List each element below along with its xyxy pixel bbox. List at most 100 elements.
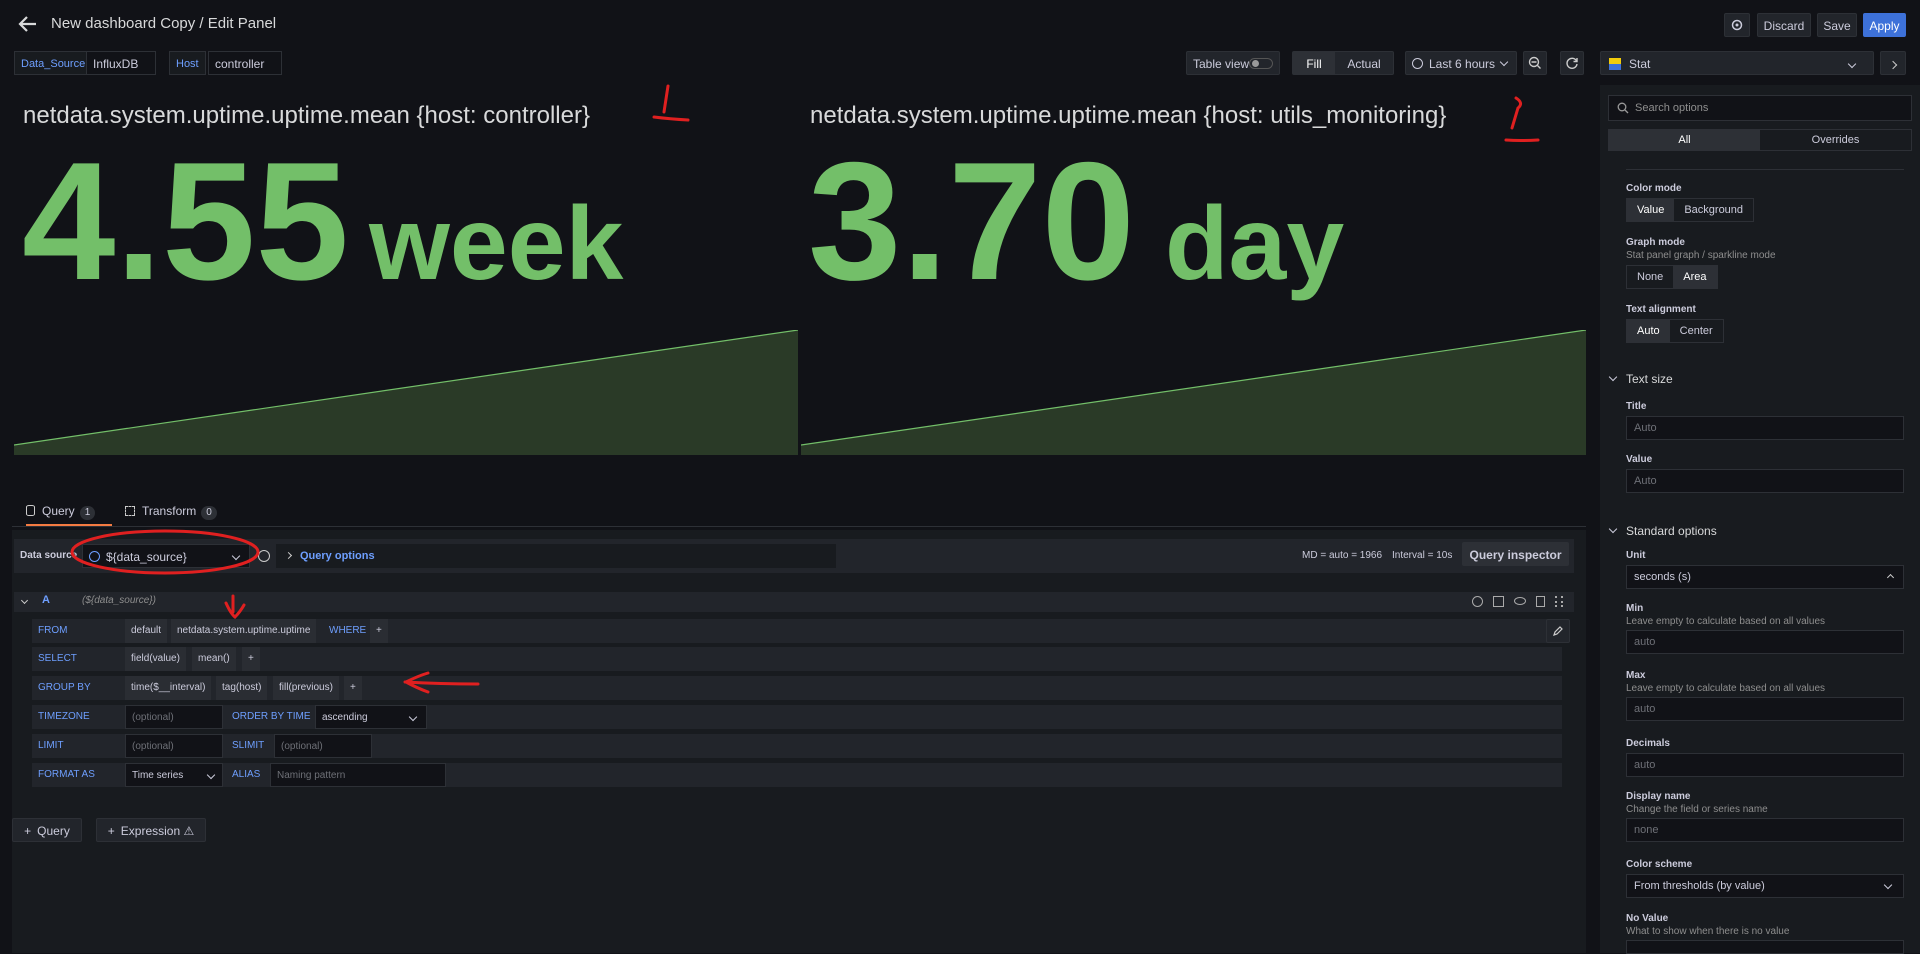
tab-transform[interactable]: Transform 0: [125, 500, 217, 526]
toggle-switch[interactable]: [1249, 58, 1273, 69]
groupby-add-button[interactable]: +: [344, 676, 362, 700]
chevron-down-icon: [1883, 880, 1893, 890]
visualization-picker[interactable]: Stat: [1600, 51, 1874, 75]
tab-all[interactable]: All: [1609, 130, 1760, 150]
color-scheme-select[interactable]: From thresholds (by value): [1626, 874, 1904, 898]
fill-option[interactable]: Fill: [1293, 52, 1335, 74]
chevron-down-icon: [1499, 57, 1509, 67]
save-button[interactable]: Save: [1817, 13, 1857, 37]
transform-count-badge: 0: [201, 506, 217, 520]
query-ref-id[interactable]: A: [42, 594, 50, 606]
format-select[interactable]: Time series: [125, 763, 223, 787]
graph-mode-none-option[interactable]: None: [1637, 271, 1664, 283]
alias-label: ALIAS: [226, 763, 267, 787]
no-value-label: No Value: [1626, 913, 1669, 924]
groupby-fill[interactable]: fill(previous): [273, 676, 339, 700]
help-icon[interactable]: [258, 550, 270, 562]
chevron-down-icon[interactable]: [1608, 372, 1618, 382]
value-size-label: Value: [1626, 454, 1653, 465]
query-inspector-button[interactable]: Query inspector: [1462, 542, 1569, 566]
chevron-right-icon: [1888, 60, 1898, 70]
select-function[interactable]: mean(): [192, 647, 236, 671]
value-size-input[interactable]: Auto: [1626, 469, 1904, 493]
text-align-auto-option[interactable]: Auto: [1627, 320, 1670, 342]
add-expression-button[interactable]: + Expression ⚠: [96, 818, 206, 842]
actual-option[interactable]: Actual: [1347, 57, 1381, 71]
datasource-variable-select[interactable]: InfluxDB: [86, 51, 156, 91]
fill-actual-group: Fill Actual: [1292, 51, 1394, 75]
alias-input[interactable]: Naming pattern: [270, 763, 446, 787]
decimals-input[interactable]: auto: [1626, 753, 1904, 777]
datasource-picker-value: ${data_source}: [106, 550, 187, 564]
timezone-input[interactable]: (optional): [125, 705, 223, 729]
drag-handle-icon[interactable]: [1555, 596, 1563, 607]
search-options-input[interactable]: Search options: [1608, 95, 1912, 121]
no-value-input[interactable]: [1626, 940, 1904, 954]
select-field[interactable]: field(value): [125, 647, 186, 671]
plus-icon: +: [24, 824, 32, 838]
eye-icon[interactable]: [1514, 597, 1526, 605]
chevron-right-icon: [284, 551, 293, 560]
table-view-label: Table view: [1193, 57, 1250, 71]
datasource-variable-value: InfluxDB: [93, 57, 139, 71]
text-alignment-radio: Auto Center: [1626, 319, 1724, 343]
time-range-picker[interactable]: Last 6 hours: [1405, 51, 1517, 75]
unit-value: seconds (s): [1634, 571, 1691, 583]
sparkline-utils: [801, 330, 1586, 455]
limit-input[interactable]: (optional): [125, 734, 223, 758]
slimit-label: SLIMIT: [226, 734, 271, 758]
color-mode-background-option[interactable]: Background: [1684, 204, 1744, 216]
time-range-value: Last 6 hours: [1429, 57, 1496, 71]
color-mode-value-option[interactable]: Value: [1627, 199, 1675, 221]
host-variable-select[interactable]: controller: [208, 51, 282, 91]
where-label: WHERE: [323, 619, 373, 643]
groupby-time[interactable]: time($__interval): [125, 676, 212, 700]
select-add-button[interactable]: +: [242, 647, 260, 671]
help-icon[interactable]: [1472, 596, 1483, 607]
where-add-button[interactable]: +: [370, 619, 388, 643]
stat-title-utils: netdata.system.uptime.uptime.mean {host:…: [810, 102, 1447, 129]
datasource-picker[interactable]: ${data_source}: [82, 544, 250, 568]
zoom-out-button[interactable]: [1523, 51, 1547, 75]
unit-select[interactable]: seconds (s): [1626, 565, 1904, 589]
orderby-select[interactable]: ascending: [315, 705, 427, 729]
query-editor: Data source ${data_source} Query options…: [12, 530, 1586, 953]
tab-overrides[interactable]: Overrides: [1811, 134, 1860, 146]
max-input[interactable]: auto: [1626, 697, 1904, 721]
tab-query[interactable]: Query 1: [26, 500, 112, 526]
apply-button[interactable]: Apply: [1863, 13, 1906, 37]
trash-icon[interactable]: [1536, 596, 1545, 607]
max-label: Max: [1626, 670, 1646, 681]
query-options-bar[interactable]: Query options: [276, 544, 836, 568]
from-measurement[interactable]: netdata.system.uptime.uptime: [171, 619, 317, 643]
min-input[interactable]: auto: [1626, 630, 1904, 654]
display-name-input[interactable]: none: [1626, 818, 1904, 842]
graph-mode-area-option[interactable]: Area: [1673, 266, 1717, 288]
chevron-down-icon: [231, 551, 241, 561]
slimit-input[interactable]: (optional): [274, 734, 372, 758]
collapse-options-button[interactable]: [1880, 51, 1906, 75]
settings-button[interactable]: [1724, 13, 1750, 37]
chevron-down-icon[interactable]: [1608, 524, 1618, 534]
decimals-label: Decimals: [1626, 738, 1670, 749]
table-view-toggle[interactable]: Table view: [1186, 51, 1280, 75]
refresh-button[interactable]: [1560, 51, 1584, 75]
duplicate-icon[interactable]: [1493, 596, 1504, 607]
query-options-label: Query options: [300, 550, 375, 562]
chevron-down-icon: [206, 770, 216, 780]
edit-raw-button[interactable]: [1546, 619, 1570, 643]
viz-type-label: Stat: [1629, 57, 1651, 71]
arrow-left-icon[interactable]: [16, 12, 40, 36]
unit-label: Unit: [1626, 550, 1646, 561]
groupby-tag[interactable]: tag(host): [216, 676, 268, 700]
standard-options-section[interactable]: Standard options: [1626, 524, 1717, 538]
tab-divider: [12, 526, 1586, 527]
from-policy[interactable]: default: [125, 619, 168, 643]
title-size-input[interactable]: Auto: [1626, 416, 1904, 440]
graph-mode-desc: Stat panel graph / sparkline mode: [1626, 250, 1776, 261]
pencil-icon: [1553, 626, 1563, 636]
text-size-section[interactable]: Text size: [1626, 372, 1673, 386]
text-align-center-option[interactable]: Center: [1679, 325, 1713, 337]
discard-button[interactable]: Discard: [1757, 13, 1811, 37]
add-query-button[interactable]: + Query: [12, 818, 82, 842]
